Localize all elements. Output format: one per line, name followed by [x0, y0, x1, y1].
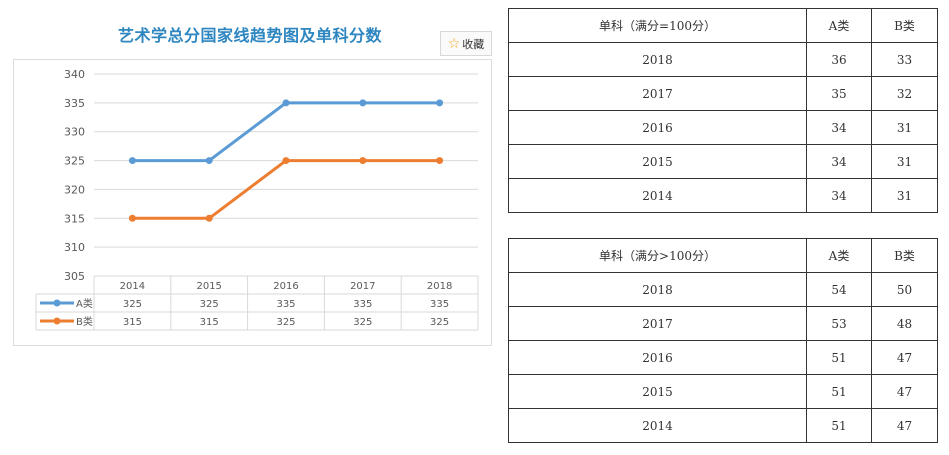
data-table-value: 325 — [430, 317, 449, 328]
table-row: 2015 34 31 — [508, 144, 938, 179]
table-row: 2018 54 50 — [508, 272, 938, 307]
table-row: 2014 34 31 — [508, 178, 938, 213]
table-cell: 2016 — [508, 110, 807, 145]
table-cell: 2018 — [508, 272, 807, 307]
table-cell: 34 — [806, 144, 872, 179]
x-category-label: 2018 — [427, 281, 452, 292]
table-cell: 32 — [871, 76, 938, 111]
table-cell: 53 — [806, 306, 872, 341]
series-point — [359, 99, 367, 107]
series-point — [205, 214, 213, 222]
table-header-cell: B类 — [871, 8, 938, 43]
data-table-value: 315 — [123, 317, 142, 328]
data-table-value: 325 — [353, 317, 372, 328]
table-cell: 33 — [871, 42, 938, 77]
data-table-value: 325 — [276, 317, 295, 328]
series-point — [205, 157, 213, 165]
table-cell: 2017 — [508, 76, 807, 111]
y-tick-label: 330 — [64, 126, 85, 139]
table-cell: 47 — [871, 340, 938, 375]
table-cell: 48 — [871, 306, 938, 341]
table-header-row: 单科（满分=100分） A类 B类 — [508, 8, 938, 43]
series-point — [282, 157, 290, 165]
y-tick-label: 335 — [64, 97, 85, 110]
table-cell: 34 — [806, 178, 872, 213]
line-chart: 305 310 315 320 325 330 335 340 2014 2015 2016 2017… — [35, 68, 479, 331]
x-category-label: 2014 — [120, 281, 145, 292]
table-row: 2014 51 47 — [508, 408, 938, 443]
y-tick-label: 340 — [64, 68, 85, 81]
chart-area: 305 310 315 320 325 330 335 340 2014 2015 2016 2017… — [13, 59, 492, 346]
y-tick-label: 320 — [64, 183, 85, 196]
table-header-cell: 单科（满分>100分） — [508, 238, 807, 273]
table-cell: 51 — [806, 340, 872, 375]
legend-label: A类 — [76, 297, 93, 310]
table-cell: 54 — [806, 272, 872, 307]
table-cell: 36 — [806, 42, 872, 77]
data-table-value: 335 — [430, 299, 449, 310]
table-header-row: 单科（满分>100分） A类 B类 — [508, 238, 938, 273]
x-category-label: 2016 — [273, 281, 298, 292]
table-row: 2016 51 47 — [508, 340, 938, 375]
table-cell: 35 — [806, 76, 872, 111]
table-cell: 2017 — [508, 306, 807, 341]
legend-key-marker — [53, 317, 61, 325]
table-row: 2017 53 48 — [508, 306, 938, 341]
table-cell: 2015 — [508, 374, 807, 409]
table-row: 2016 34 31 — [508, 110, 938, 145]
series-point — [359, 157, 367, 165]
data-table-value: 325 — [200, 299, 219, 310]
table-cell: 51 — [806, 408, 872, 443]
series-point — [128, 157, 136, 165]
table-cell: 50 — [871, 272, 938, 307]
data-table-value: 325 — [123, 299, 142, 310]
star-icon: ☆ — [447, 35, 461, 52]
table-row: 2015 51 47 — [508, 374, 938, 409]
legend-key-marker — [53, 299, 61, 307]
y-tick-label: 310 — [64, 241, 85, 254]
table-cell: 2018 — [508, 42, 807, 77]
table-cell: 2015 — [508, 144, 807, 179]
table-cell: 51 — [806, 374, 872, 409]
y-tick-label: 325 — [64, 155, 85, 168]
table-header-cell: A类 — [806, 8, 872, 43]
data-table-value: 335 — [276, 299, 295, 310]
series-point — [128, 214, 136, 222]
table-cell: 34 — [806, 110, 872, 145]
legend-label: B类 — [76, 315, 93, 328]
table-cell: 31 — [871, 110, 938, 145]
table-cell: 31 — [871, 178, 938, 213]
table-cell: 31 — [871, 144, 938, 179]
table-cell: 47 — [871, 374, 938, 409]
table-cell: 2016 — [508, 340, 807, 375]
x-category-label: 2017 — [350, 281, 375, 292]
table-cell: 2014 — [508, 408, 807, 443]
table-cell: 2014 — [508, 178, 807, 213]
data-table-value: 315 — [200, 317, 219, 328]
table-cell: 47 — [871, 408, 938, 443]
table-header-cell: A类 — [806, 238, 872, 273]
favorite-label: 收藏 — [462, 37, 485, 51]
series-point — [282, 99, 290, 107]
series-point — [436, 99, 444, 107]
data-table-value: 335 — [353, 299, 372, 310]
table-row: 2017 35 32 — [508, 76, 938, 111]
score-table-over-100: 单科（满分>100分） A类 B类 2018 54 50 2017 53 48 2016 51 47 2… — [508, 238, 938, 443]
y-tick-label: 305 — [64, 270, 85, 283]
table-row: 2018 36 33 — [508, 42, 938, 77]
x-category-label: 2015 — [196, 281, 221, 292]
y-tick-label: 315 — [64, 212, 85, 225]
chart-title: 艺术学总分国家线趋势图及单科分数 — [117, 26, 382, 45]
table-header-cell: B类 — [871, 238, 938, 273]
table-header-cell: 单科（满分=100分） — [508, 8, 807, 43]
favorite-button[interactable]: ☆ 收藏 — [440, 31, 492, 56]
score-table-full-100: 单科（满分=100分） A类 B类 2018 36 33 2017 35 32 2016 34 31 2… — [508, 8, 938, 213]
series-point — [436, 157, 444, 165]
